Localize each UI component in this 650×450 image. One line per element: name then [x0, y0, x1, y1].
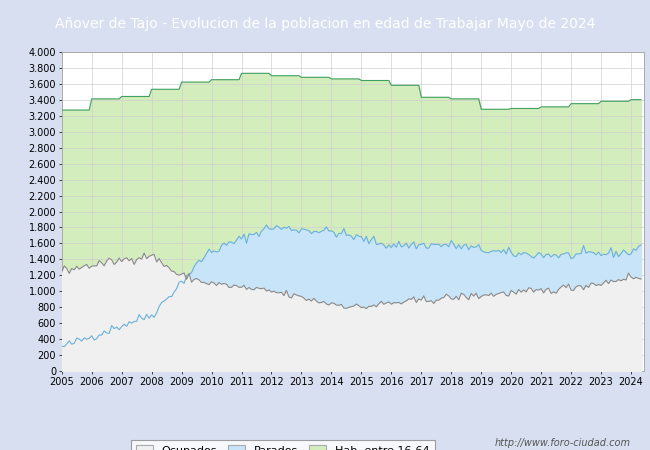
Text: FORO-CIUDAD.COM: FORO-CIUDAD.COM: [216, 216, 489, 239]
Text: http://www.foro-ciudad.com: http://www.foro-ciudad.com: [495, 438, 630, 448]
Legend: Ocupados, Parados, Hab. entre 16-64: Ocupados, Parados, Hab. entre 16-64: [131, 440, 435, 450]
Text: Añover de Tajo - Evolucion de la poblacion en edad de Trabajar Mayo de 2024: Añover de Tajo - Evolucion de la poblaci…: [55, 17, 595, 31]
